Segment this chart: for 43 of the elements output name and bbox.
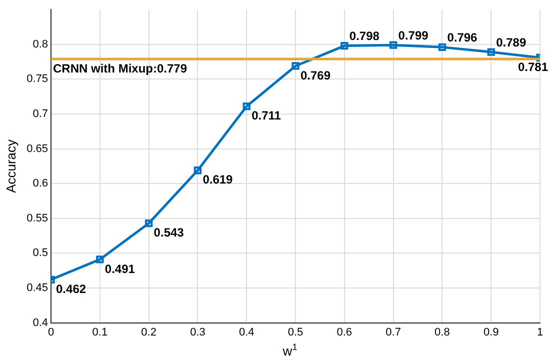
y-tick-label: 0.8	[32, 38, 48, 50]
x-tick-label: 0.5	[288, 326, 304, 338]
data-label: 0.769	[300, 68, 331, 82]
data-label: 0.619	[202, 172, 234, 187]
y-tick-label: 0.55	[26, 212, 48, 224]
x-tick-label: 0.3	[190, 326, 206, 338]
y-tick-label: 0.65	[26, 142, 48, 155]
x-axis-title: w$^{1}$	[282, 342, 298, 358]
x-tick-label: 0.2	[141, 326, 156, 338]
x-tick-label: 0.1	[92, 326, 108, 338]
x-tick-label: 0.8	[434, 326, 450, 338]
data-label: 0.789	[496, 35, 526, 50]
y-tick-label: 0.75	[26, 73, 48, 86]
point	[242, 102, 250, 110]
point	[194, 166, 202, 174]
data-label: 0.491	[104, 262, 136, 276]
x-tick-label: 0.6	[336, 326, 352, 338]
point	[292, 62, 300, 70]
data-label: 0.798	[349, 29, 380, 44]
x-tick-label: 0	[48, 326, 54, 338]
ref-line-label: CRNN with Mixup:0.779	[53, 61, 188, 76]
y-axis-title: Accuracy	[3, 138, 18, 193]
data-label: 0.543	[154, 226, 184, 240]
x-tick-label: 0.9	[483, 326, 499, 338]
data-label: 0.799	[398, 28, 429, 42]
y-tick-label: 0.5	[32, 247, 48, 260]
x-tick-label: 0.7	[386, 326, 401, 338]
point	[438, 43, 446, 52]
data-label: 0.781	[518, 60, 548, 74]
point	[96, 256, 104, 264]
x-tick-label: 0.4	[238, 326, 254, 338]
y-tick-label: 0.6	[32, 178, 48, 190]
x-tick-label: 1	[536, 326, 544, 338]
point	[487, 48, 495, 56]
data-label: 0.711	[252, 108, 282, 123]
point	[144, 219, 153, 228]
data-label: 0.796	[447, 30, 478, 44]
point	[340, 42, 348, 50]
data-label: 0.462	[56, 282, 86, 296]
point	[389, 41, 398, 49]
y-tick-label: 0.4	[32, 316, 48, 329]
y-tick-label: 0.45	[26, 282, 48, 294]
y-tick-label: 0.7	[32, 108, 48, 120]
